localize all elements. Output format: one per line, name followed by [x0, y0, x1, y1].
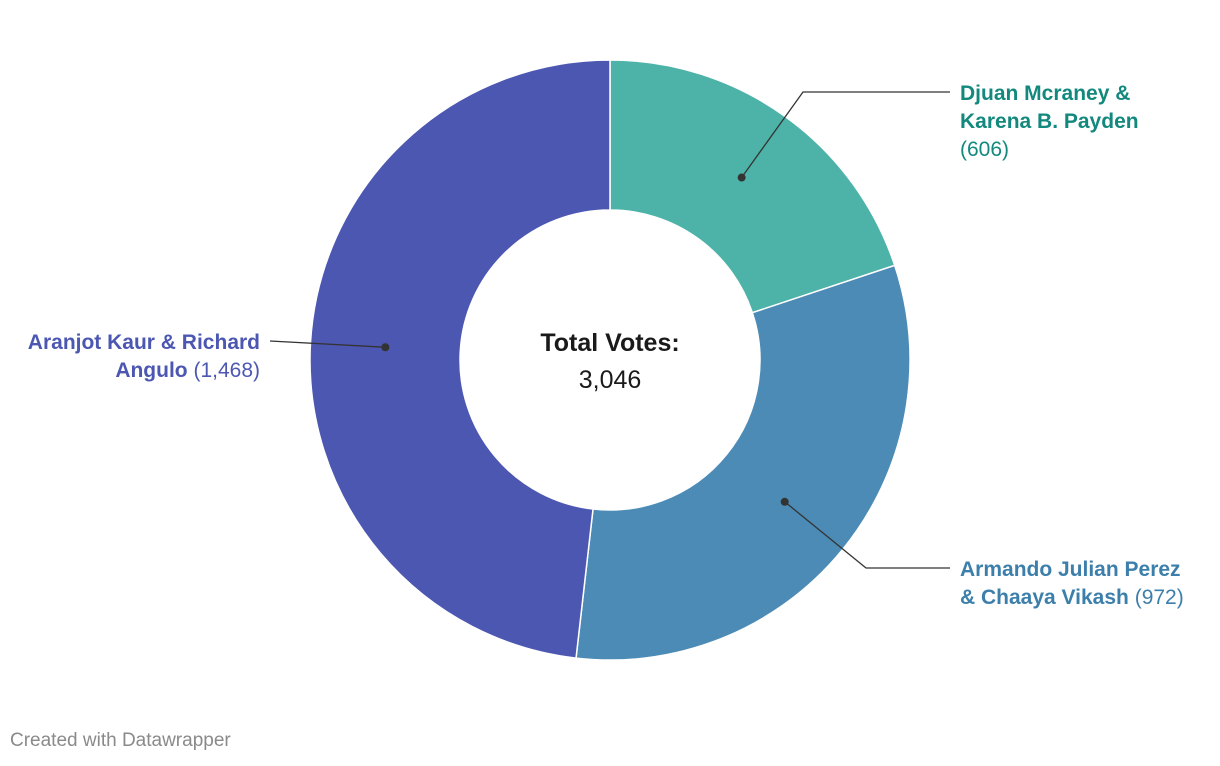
leader-dot-3 [381, 343, 390, 352]
slice-labels: Djuan Mcraney & Karena B. Payden (606) Arma… [28, 82, 1184, 609]
center-value: 3,046 [579, 366, 642, 394]
slice-label-name-line: Angulo [115, 359, 187, 382]
leader-line-3 [269, 340, 386, 348]
donut-slices [309, 59, 911, 661]
leader-line-2 [784, 501, 950, 569]
leader-dot-1 [737, 173, 746, 182]
slice-1 [609, 59, 896, 314]
slice-label-1: Djuan Mcraney & Karena B. Payden (606) [960, 82, 1139, 161]
slice-3 [309, 59, 611, 659]
center-title: Total Votes: [540, 329, 679, 357]
slice-label-name-line: Djuan Mcraney & [960, 82, 1130, 105]
slice-value-label: (1,468) [188, 359, 260, 382]
slice-label-name-line: Aranjot Kaur & Richard [28, 331, 260, 354]
slice-label-name-line: Armando Julian Perez [960, 558, 1181, 581]
slice-label-2: Armando Julian Perez & Chaaya Vikash (972… [960, 558, 1184, 609]
slice-label-3: Aranjot Kaur & Richard Angulo (1,468) [28, 331, 260, 382]
footer-credit: Created with Datawrapper [10, 730, 231, 751]
leader-dot-2 [780, 497, 789, 506]
leader-line-1 [741, 91, 950, 178]
slice-value-label: (606) [960, 138, 1009, 161]
slice-value-label: (972) [1129, 586, 1184, 609]
slice-label-name-line: Karena B. Payden [960, 110, 1139, 133]
slice-label-name-line: & Chaaya Vikash [960, 586, 1129, 609]
leader-lines [269, 91, 950, 569]
slice-2 [575, 264, 911, 661]
